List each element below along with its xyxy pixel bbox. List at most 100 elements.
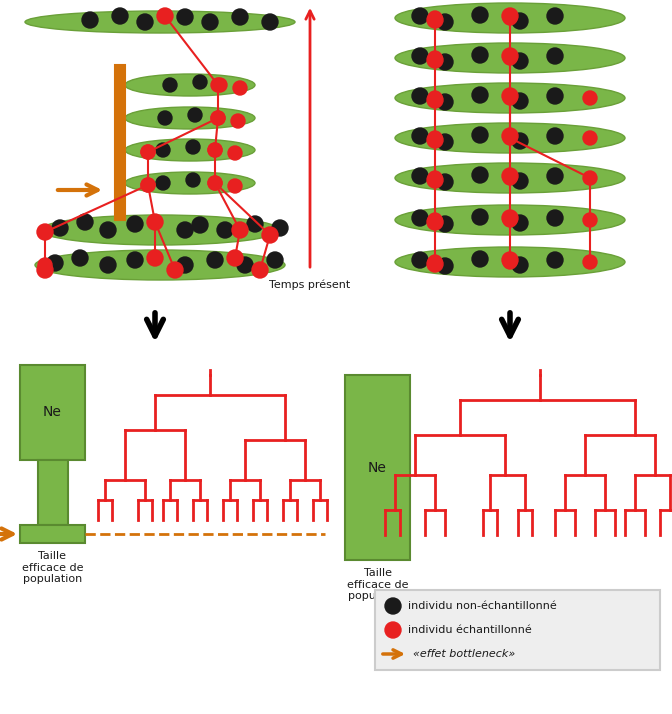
Circle shape — [412, 8, 428, 24]
Circle shape — [427, 12, 443, 28]
Circle shape — [503, 11, 517, 25]
Circle shape — [147, 214, 163, 230]
Ellipse shape — [395, 123, 625, 153]
Circle shape — [208, 176, 222, 190]
Bar — [345, 375, 410, 560]
Text: individu non-échantillonné: individu non-échantillonné — [408, 601, 556, 611]
Text: Temps présent: Temps présent — [269, 280, 351, 291]
Circle shape — [547, 128, 563, 144]
Circle shape — [437, 14, 453, 30]
Circle shape — [186, 140, 200, 154]
Circle shape — [228, 146, 242, 160]
Ellipse shape — [395, 163, 625, 193]
Circle shape — [141, 145, 155, 159]
Circle shape — [428, 51, 442, 65]
Circle shape — [437, 94, 453, 110]
Circle shape — [547, 210, 563, 226]
Circle shape — [253, 263, 267, 277]
Circle shape — [233, 223, 247, 237]
Circle shape — [502, 168, 518, 184]
Circle shape — [503, 213, 517, 227]
Circle shape — [472, 7, 488, 23]
Circle shape — [428, 91, 442, 105]
Circle shape — [267, 252, 283, 268]
Circle shape — [547, 88, 563, 104]
Circle shape — [512, 53, 528, 69]
Circle shape — [100, 222, 116, 238]
Circle shape — [512, 257, 528, 273]
Circle shape — [192, 217, 208, 233]
Circle shape — [437, 134, 453, 150]
Circle shape — [437, 54, 453, 70]
Ellipse shape — [35, 250, 285, 280]
Ellipse shape — [125, 107, 255, 129]
Circle shape — [168, 263, 182, 277]
Circle shape — [437, 174, 453, 190]
Circle shape — [237, 257, 253, 273]
Circle shape — [428, 131, 442, 145]
Circle shape — [512, 93, 528, 109]
Circle shape — [583, 91, 597, 105]
Circle shape — [583, 171, 597, 185]
Circle shape — [228, 251, 242, 265]
Circle shape — [502, 210, 518, 226]
Circle shape — [512, 215, 528, 231]
Circle shape — [158, 9, 172, 23]
Circle shape — [547, 168, 563, 184]
Circle shape — [412, 168, 428, 184]
Text: Taille
efficace de
population: Taille efficace de population — [22, 551, 83, 584]
Circle shape — [583, 213, 597, 227]
Circle shape — [503, 255, 517, 269]
Circle shape — [272, 220, 288, 236]
Circle shape — [217, 222, 233, 238]
Circle shape — [208, 143, 222, 157]
Circle shape — [252, 262, 268, 278]
Text: Ne: Ne — [368, 461, 387, 475]
Circle shape — [472, 127, 488, 143]
Circle shape — [211, 111, 225, 125]
Circle shape — [52, 220, 68, 236]
Circle shape — [512, 133, 528, 149]
Circle shape — [72, 250, 88, 266]
Circle shape — [232, 9, 248, 25]
Bar — [20, 525, 85, 543]
Ellipse shape — [125, 172, 255, 194]
Text: Taille
efficace de
population: Taille efficace de population — [347, 568, 409, 601]
Circle shape — [38, 258, 52, 272]
Circle shape — [232, 222, 248, 238]
Circle shape — [262, 227, 278, 243]
Circle shape — [503, 171, 517, 185]
Circle shape — [112, 8, 128, 24]
Circle shape — [502, 8, 518, 24]
Circle shape — [100, 257, 116, 273]
Circle shape — [262, 14, 278, 30]
Circle shape — [547, 8, 563, 24]
Circle shape — [412, 252, 428, 268]
Circle shape — [437, 216, 453, 232]
Circle shape — [38, 225, 52, 239]
Circle shape — [472, 47, 488, 63]
Circle shape — [547, 48, 563, 64]
Circle shape — [177, 257, 193, 273]
Circle shape — [412, 88, 428, 104]
Circle shape — [37, 224, 53, 240]
Circle shape — [427, 52, 443, 68]
Circle shape — [428, 11, 442, 25]
Bar — [38, 460, 67, 525]
Circle shape — [47, 255, 63, 271]
Circle shape — [412, 128, 428, 144]
Circle shape — [547, 252, 563, 268]
Circle shape — [428, 213, 442, 227]
Text: «effet bottleneck»: «effet bottleneck» — [413, 649, 515, 659]
Circle shape — [502, 128, 518, 144]
Circle shape — [228, 179, 242, 193]
Circle shape — [428, 171, 442, 185]
Circle shape — [141, 178, 155, 192]
Bar — [375, 590, 660, 670]
Circle shape — [472, 209, 488, 225]
Circle shape — [385, 622, 401, 638]
Circle shape — [188, 108, 202, 122]
Circle shape — [472, 251, 488, 267]
Circle shape — [148, 215, 162, 229]
Ellipse shape — [395, 3, 625, 33]
